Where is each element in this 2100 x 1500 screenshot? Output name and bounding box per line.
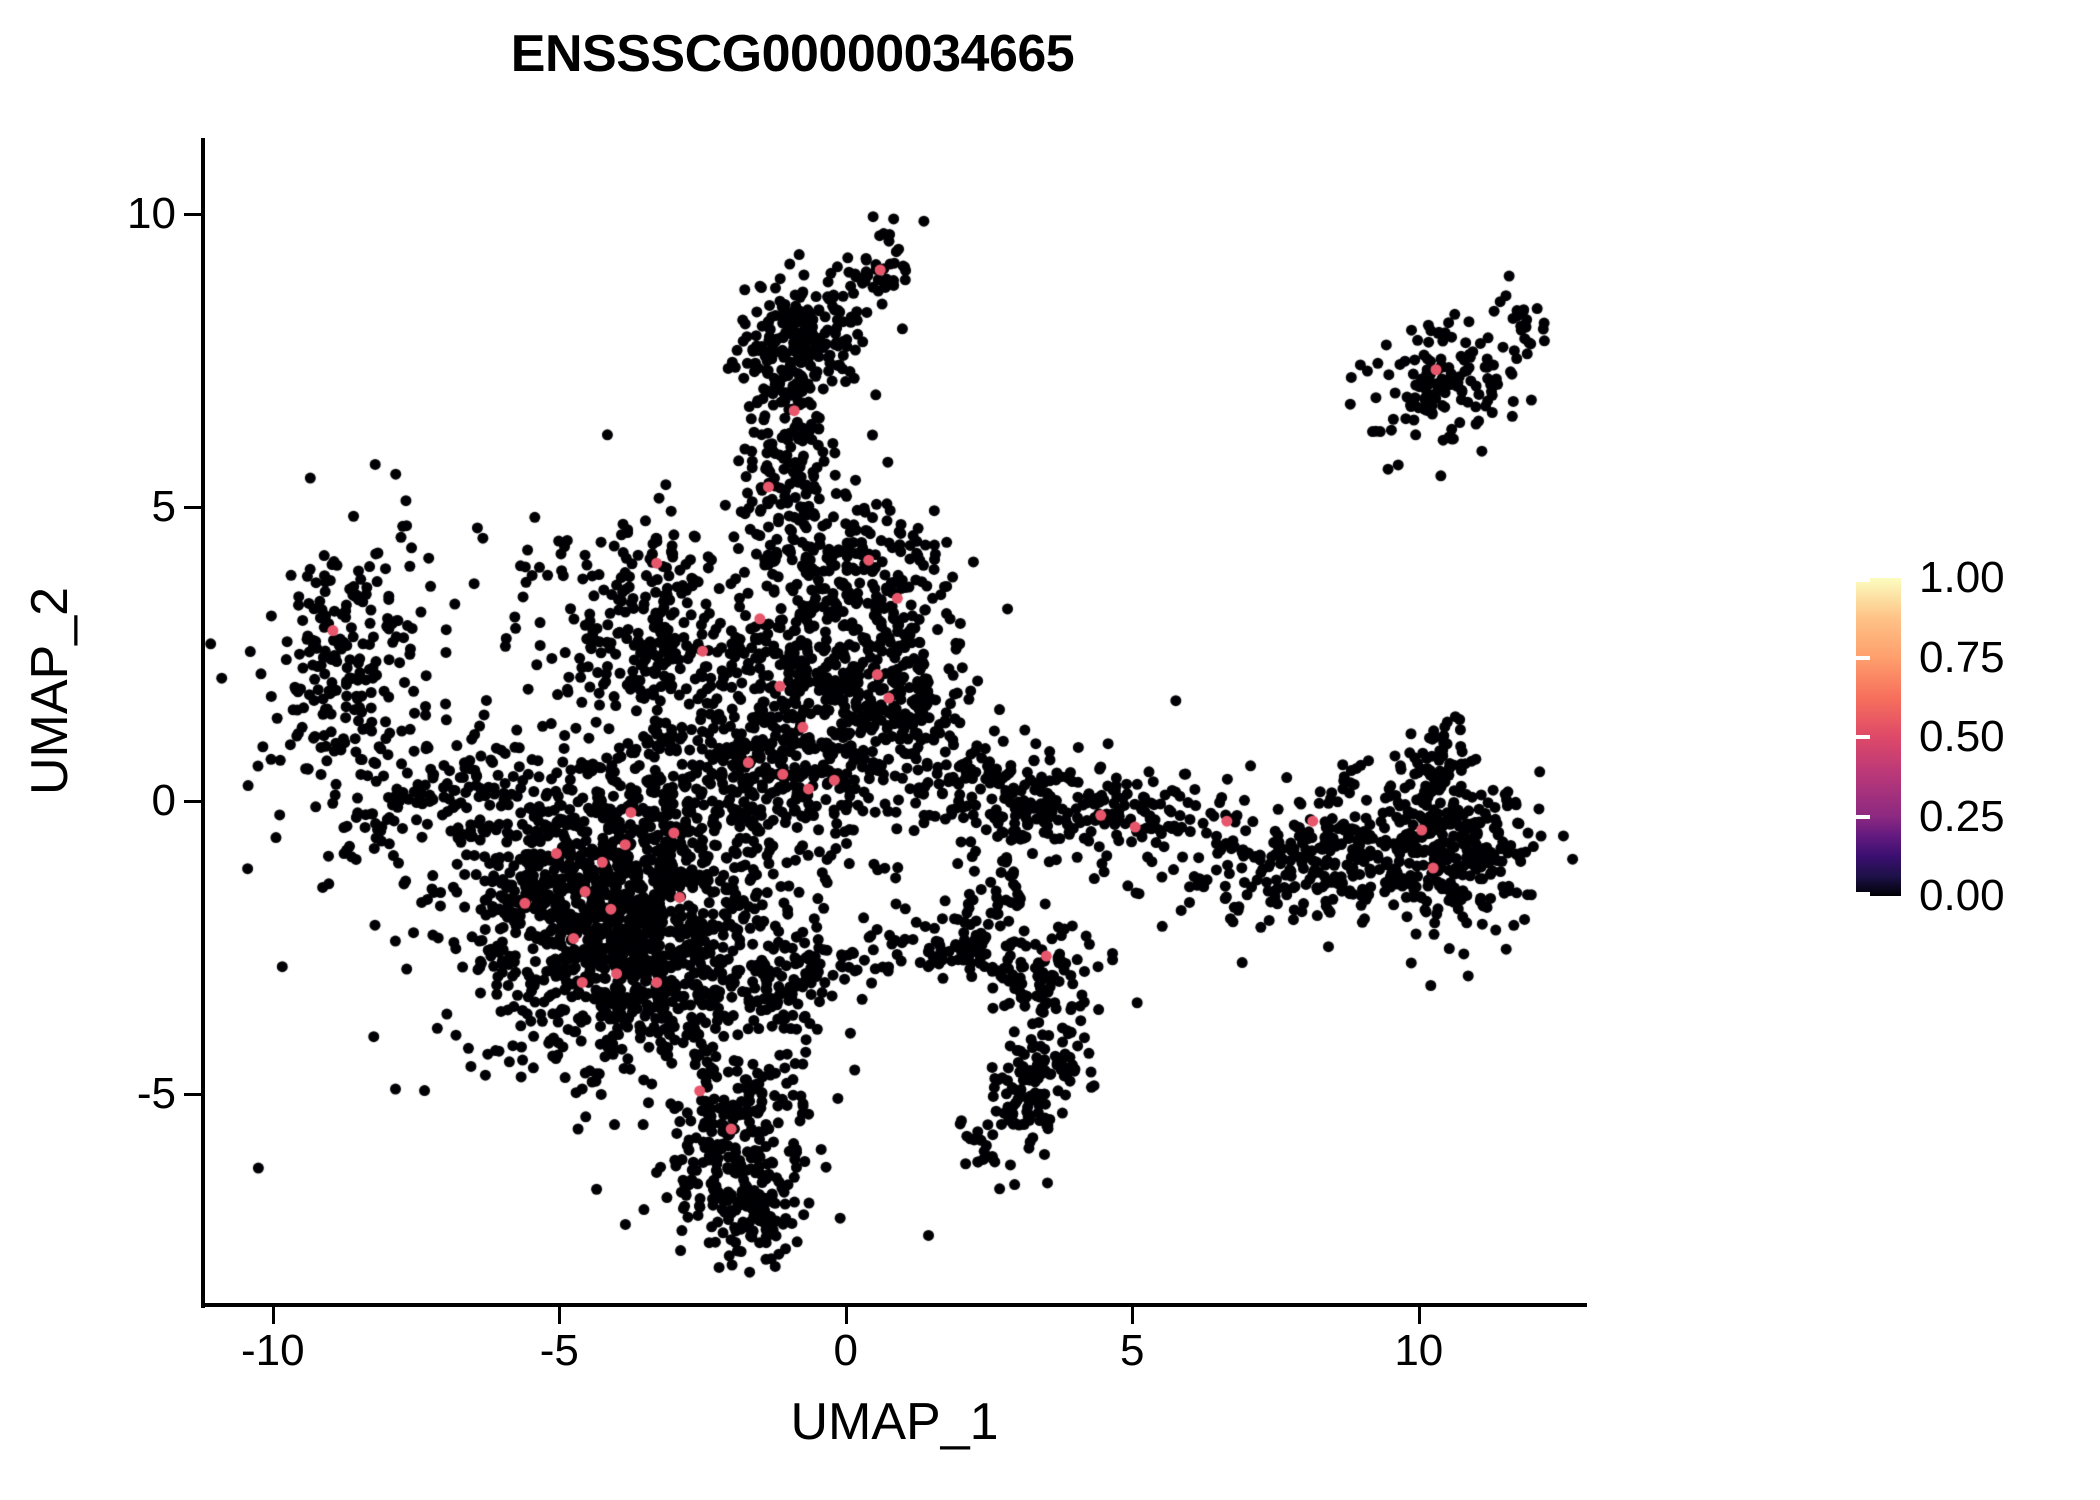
colorbar-tick-mark bbox=[1842, 578, 1856, 582]
y-axis-line bbox=[201, 138, 205, 1308]
x-tick-label: 10 bbox=[1394, 1326, 1444, 1375]
x-tick-label: 0 bbox=[833, 1326, 859, 1375]
colorbar-tick-mark bbox=[1856, 735, 1870, 739]
x-tick-mark bbox=[844, 1307, 848, 1324]
y-tick-label: 5 bbox=[151, 482, 176, 532]
scatter-points-layer bbox=[204, 138, 1585, 1305]
x-tick-label: -10 bbox=[240, 1326, 305, 1375]
y-tick-label: 10 bbox=[127, 189, 176, 239]
y-tick-mark bbox=[184, 1092, 201, 1096]
y-axis-title: UMAP_2 bbox=[21, 586, 79, 796]
colorbar-tick-label: 0.00 bbox=[1919, 871, 2005, 920]
page-title: ENSSSCG00000034665 bbox=[510, 25, 1075, 83]
x-tick-mark bbox=[558, 1307, 562, 1324]
plot-panel bbox=[204, 138, 1585, 1305]
colorbar-tick-label: 0.75 bbox=[1919, 632, 2005, 682]
colorbar-tick-mark bbox=[1842, 814, 1856, 819]
colorbar-tick-label: 0.50 bbox=[1919, 712, 2005, 761]
colorbar-tick-mark bbox=[1842, 735, 1856, 739]
x-axis-title: UMAP_1 bbox=[790, 1393, 999, 1451]
x-tick-label: -5 bbox=[539, 1326, 579, 1375]
colorbar-tick-mark bbox=[1856, 655, 1870, 660]
colorbar-tick-label: 1.00 bbox=[1919, 553, 2005, 602]
x-tick-mark bbox=[271, 1307, 275, 1324]
colorbar-tick-mark bbox=[1856, 814, 1870, 819]
colorbar-tick-mark bbox=[1856, 578, 1870, 582]
x-tick-label: 5 bbox=[1120, 1326, 1145, 1375]
x-tick-mark bbox=[1131, 1307, 1135, 1324]
colorbar-tick-mark bbox=[1842, 892, 1856, 896]
colorbar-tick-mark bbox=[1856, 892, 1870, 896]
colorbar-tick-label: 0.25 bbox=[1919, 791, 2005, 841]
y-tick-mark bbox=[184, 799, 201, 803]
colorbar-tick-mark bbox=[1842, 655, 1856, 660]
y-tick-label: 0 bbox=[151, 775, 176, 825]
x-tick-mark bbox=[1417, 1307, 1421, 1324]
y-tick-label: -5 bbox=[136, 1068, 176, 1118]
y-tick-mark bbox=[184, 213, 201, 217]
x-axis-line bbox=[201, 1303, 1587, 1307]
y-tick-mark bbox=[184, 506, 201, 510]
